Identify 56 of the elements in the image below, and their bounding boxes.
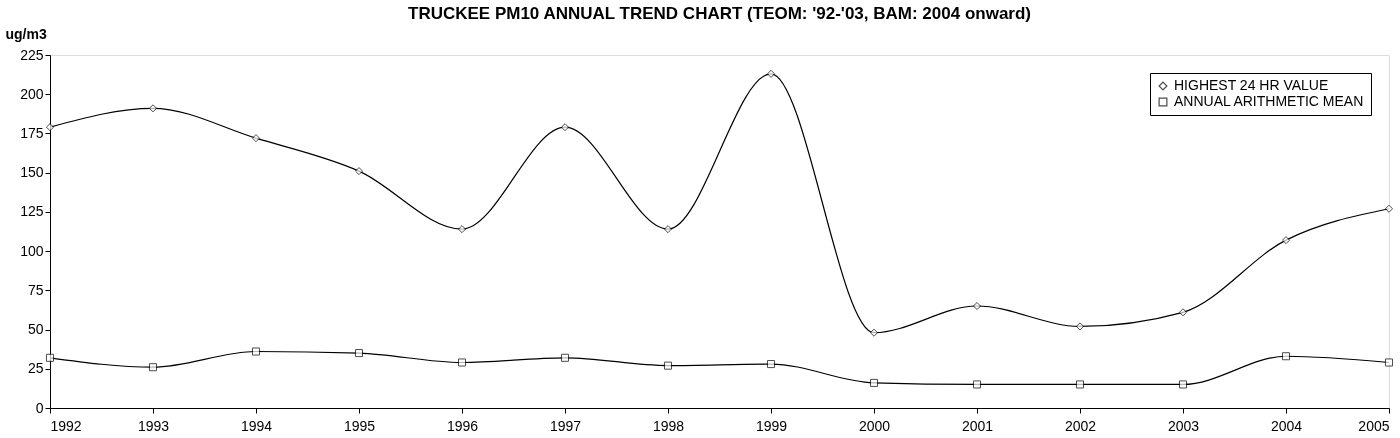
point bbox=[972, 380, 982, 389]
y-tick-label: 225 bbox=[20, 46, 44, 63]
y-tick-label: 50 bbox=[27, 321, 44, 338]
y-tick-label: 150 bbox=[20, 164, 44, 181]
point bbox=[354, 349, 364, 358]
x-tick-label: 1998 bbox=[652, 417, 685, 434]
point bbox=[869, 328, 879, 337]
x-tick-label: 2005 bbox=[1358, 417, 1390, 434]
legend-label: ANNUAL ARITHMETIC MEAN bbox=[1174, 93, 1364, 109]
y-tick-label: 25 bbox=[27, 360, 44, 377]
y-tick-label: 200 bbox=[20, 85, 44, 102]
point bbox=[45, 353, 55, 362]
x-tick-label: 2000 bbox=[858, 417, 891, 434]
point bbox=[457, 358, 467, 367]
x-tick-label: 2001 bbox=[961, 417, 994, 434]
point bbox=[45, 123, 55, 132]
x-tick-label: 2002 bbox=[1064, 417, 1097, 434]
x-tick-label: 1995 bbox=[343, 417, 376, 434]
x-tick-label: 1996 bbox=[446, 417, 479, 434]
point bbox=[560, 353, 570, 362]
point bbox=[766, 360, 776, 369]
point bbox=[251, 134, 261, 143]
point bbox=[148, 363, 158, 372]
point bbox=[560, 123, 570, 132]
point bbox=[1178, 308, 1188, 317]
point bbox=[1384, 358, 1394, 367]
point bbox=[663, 225, 673, 234]
point bbox=[766, 69, 776, 78]
point bbox=[1281, 352, 1291, 361]
point bbox=[869, 378, 879, 387]
point bbox=[1384, 204, 1394, 213]
point bbox=[148, 104, 158, 113]
y-tick-label: 125 bbox=[20, 203, 44, 220]
x-tick-label: 2003 bbox=[1167, 417, 1200, 434]
x-tick-label: 1994 bbox=[240, 417, 273, 434]
point bbox=[251, 347, 261, 356]
point bbox=[1178, 380, 1188, 389]
y-tick-label: 75 bbox=[27, 281, 44, 298]
x-tick-label: 2004 bbox=[1270, 417, 1303, 434]
chart-title: TRUCKEE PM10 ANNUAL TREND CHART (TEOM: '92-'03, BAM: 2004 onward) bbox=[408, 4, 1031, 23]
x-tick-label: 1992 bbox=[50, 417, 82, 434]
point bbox=[972, 301, 982, 311]
point bbox=[354, 167, 364, 176]
point bbox=[1075, 380, 1085, 389]
y-tick-label: 100 bbox=[20, 242, 44, 259]
x-tick-label: 1993 bbox=[137, 417, 170, 434]
x-tick-label: 1999 bbox=[755, 417, 788, 434]
y-tick-label: 0 bbox=[35, 399, 44, 416]
point bbox=[1075, 322, 1085, 331]
point bbox=[457, 225, 467, 234]
y-axis-title: ug/m3 bbox=[5, 25, 47, 42]
point bbox=[1281, 236, 1291, 245]
x-tick-label: 1997 bbox=[549, 417, 582, 434]
y-tick-label: 175 bbox=[20, 124, 44, 141]
legend-label: HIGHEST 24 HR VALUE bbox=[1174, 77, 1329, 93]
point bbox=[663, 361, 673, 370]
